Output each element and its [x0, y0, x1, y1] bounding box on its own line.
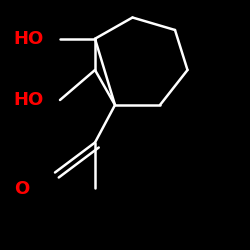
- Text: HO: HO: [14, 30, 44, 48]
- Text: HO: HO: [14, 91, 44, 109]
- Text: O: O: [14, 180, 29, 198]
